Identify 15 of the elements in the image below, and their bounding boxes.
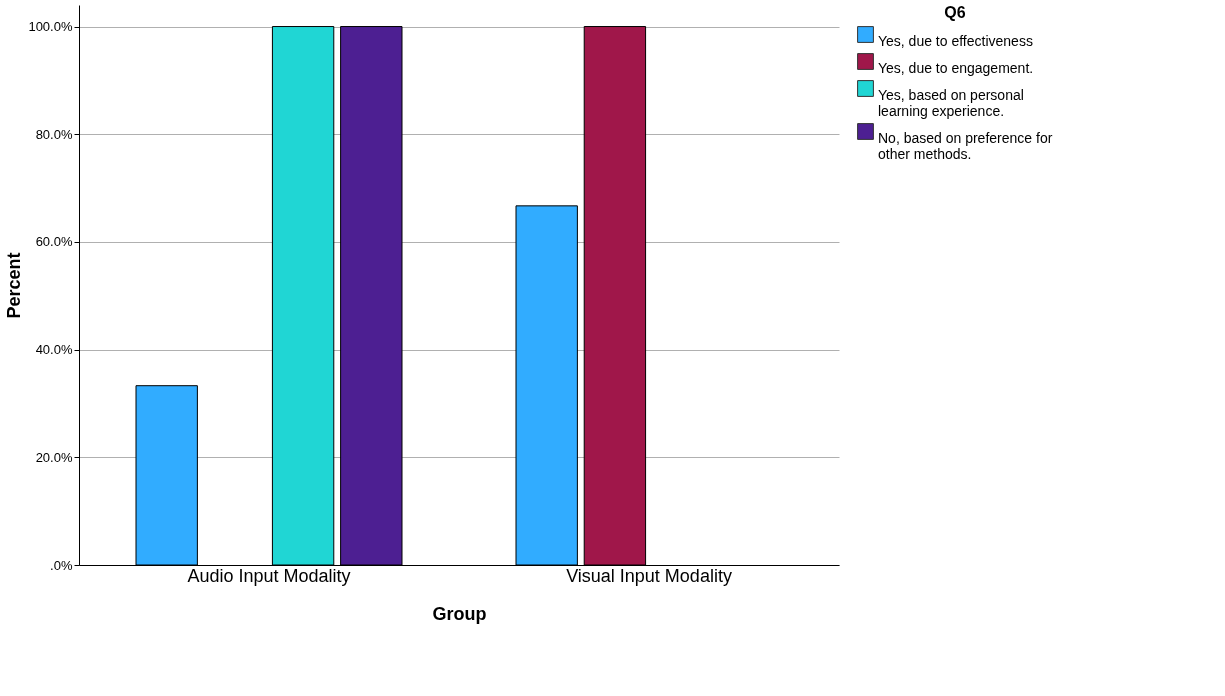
- x-tick-label: Audio Input Modality: [187, 565, 351, 586]
- y-tick-label: 80.0%: [35, 126, 73, 142]
- y-tick-label: 20.0%: [35, 449, 73, 465]
- x-tick-label: Visual Input Modality: [566, 565, 732, 586]
- legend-label: Yes, based on personal learning experience.: [878, 86, 1024, 119]
- y-axis-title: Percent: [4, 252, 25, 319]
- y-tick-label: 40.0%: [35, 342, 73, 358]
- legend-label: No, based on preference for other methods.: [878, 129, 1053, 162]
- y-tick-label: .0%: [50, 557, 73, 573]
- legend-title: Q6: [944, 4, 966, 21]
- y-tick-label: 60.0%: [35, 234, 73, 250]
- legend-label: Yes, due to engagement.: [878, 59, 1034, 76]
- legend-label: Yes, due to effectiveness: [878, 32, 1033, 49]
- x-axis-title: Group: [432, 603, 487, 624]
- y-tick-label: 100.0%: [28, 19, 73, 35]
